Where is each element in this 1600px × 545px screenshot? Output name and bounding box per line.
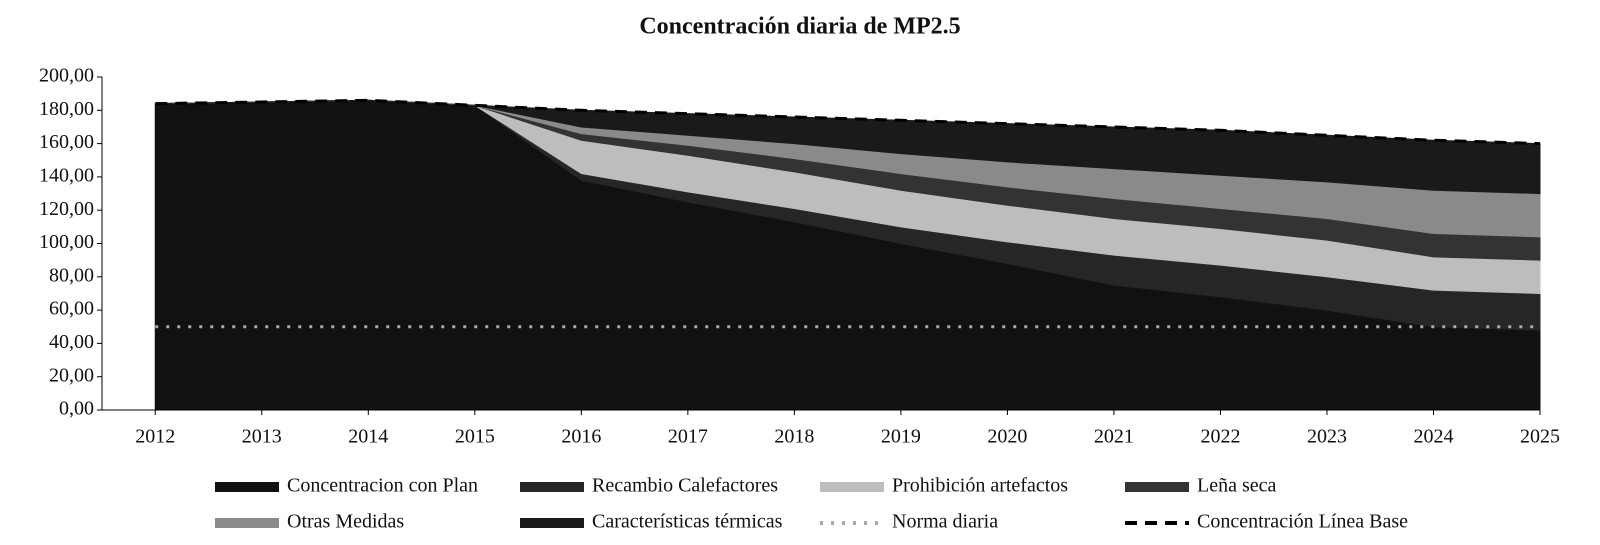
legend-label: Otras Medidas bbox=[287, 511, 404, 533]
x-tick-label: 2018 bbox=[774, 426, 814, 448]
legend-label: Recambio Calefactores bbox=[592, 475, 778, 497]
x-tick-label: 2022 bbox=[1200, 426, 1240, 448]
x-tick-label: 2019 bbox=[881, 426, 921, 448]
y-tick-label: 80,00 bbox=[49, 264, 94, 286]
legend-label: Características térmicas bbox=[592, 511, 783, 533]
y-tick-label: 20,00 bbox=[49, 364, 94, 386]
legend-label: Concentración Línea Base bbox=[1197, 511, 1408, 533]
chart-title: Concentración diaria de MP2.5 bbox=[639, 14, 960, 40]
x-tick-label: 2021 bbox=[1094, 426, 1134, 448]
line bbox=[155, 98, 1541, 146]
y-tick-label: 40,00 bbox=[49, 331, 94, 353]
area bbox=[155, 99, 1541, 195]
legend-swatch bbox=[820, 482, 884, 492]
x-tick-label: 2025 bbox=[1520, 426, 1560, 448]
legend-swatch bbox=[520, 518, 584, 528]
y-tick-label: 100,00 bbox=[39, 231, 94, 253]
legend-swatch bbox=[520, 482, 584, 492]
x-tick-label: 2012 bbox=[135, 426, 175, 448]
x-tick-label: 2015 bbox=[455, 426, 495, 448]
x-tick-label: 2020 bbox=[987, 426, 1027, 448]
legend-swatch bbox=[1125, 482, 1189, 492]
x-tick-label: 2014 bbox=[348, 426, 388, 448]
x-tick-label: 2013 bbox=[242, 426, 282, 448]
y-tick-label: 0,00 bbox=[59, 398, 94, 420]
y-tick-label: 200,00 bbox=[39, 65, 94, 87]
x-tick-label: 2023 bbox=[1307, 426, 1347, 448]
legend-label: Concentracion con Plan bbox=[287, 475, 478, 497]
y-tick-label: 160,00 bbox=[39, 131, 94, 153]
x-tick-label: 2017 bbox=[668, 426, 708, 448]
y-tick-label: 140,00 bbox=[39, 164, 94, 186]
legend-label: Norma diaria bbox=[892, 511, 998, 533]
legend-swatch bbox=[215, 482, 279, 492]
x-tick-label: 2024 bbox=[1413, 426, 1453, 448]
y-tick-label: 180,00 bbox=[39, 98, 94, 120]
legend-swatch bbox=[215, 518, 279, 528]
legend-label: Prohibición artefactos bbox=[892, 475, 1068, 497]
x-tick-label: 2016 bbox=[561, 426, 601, 448]
y-tick-label: 120,00 bbox=[39, 198, 94, 220]
legend-label: Leña seca bbox=[1197, 475, 1277, 497]
y-tick-label: 60,00 bbox=[49, 298, 94, 320]
